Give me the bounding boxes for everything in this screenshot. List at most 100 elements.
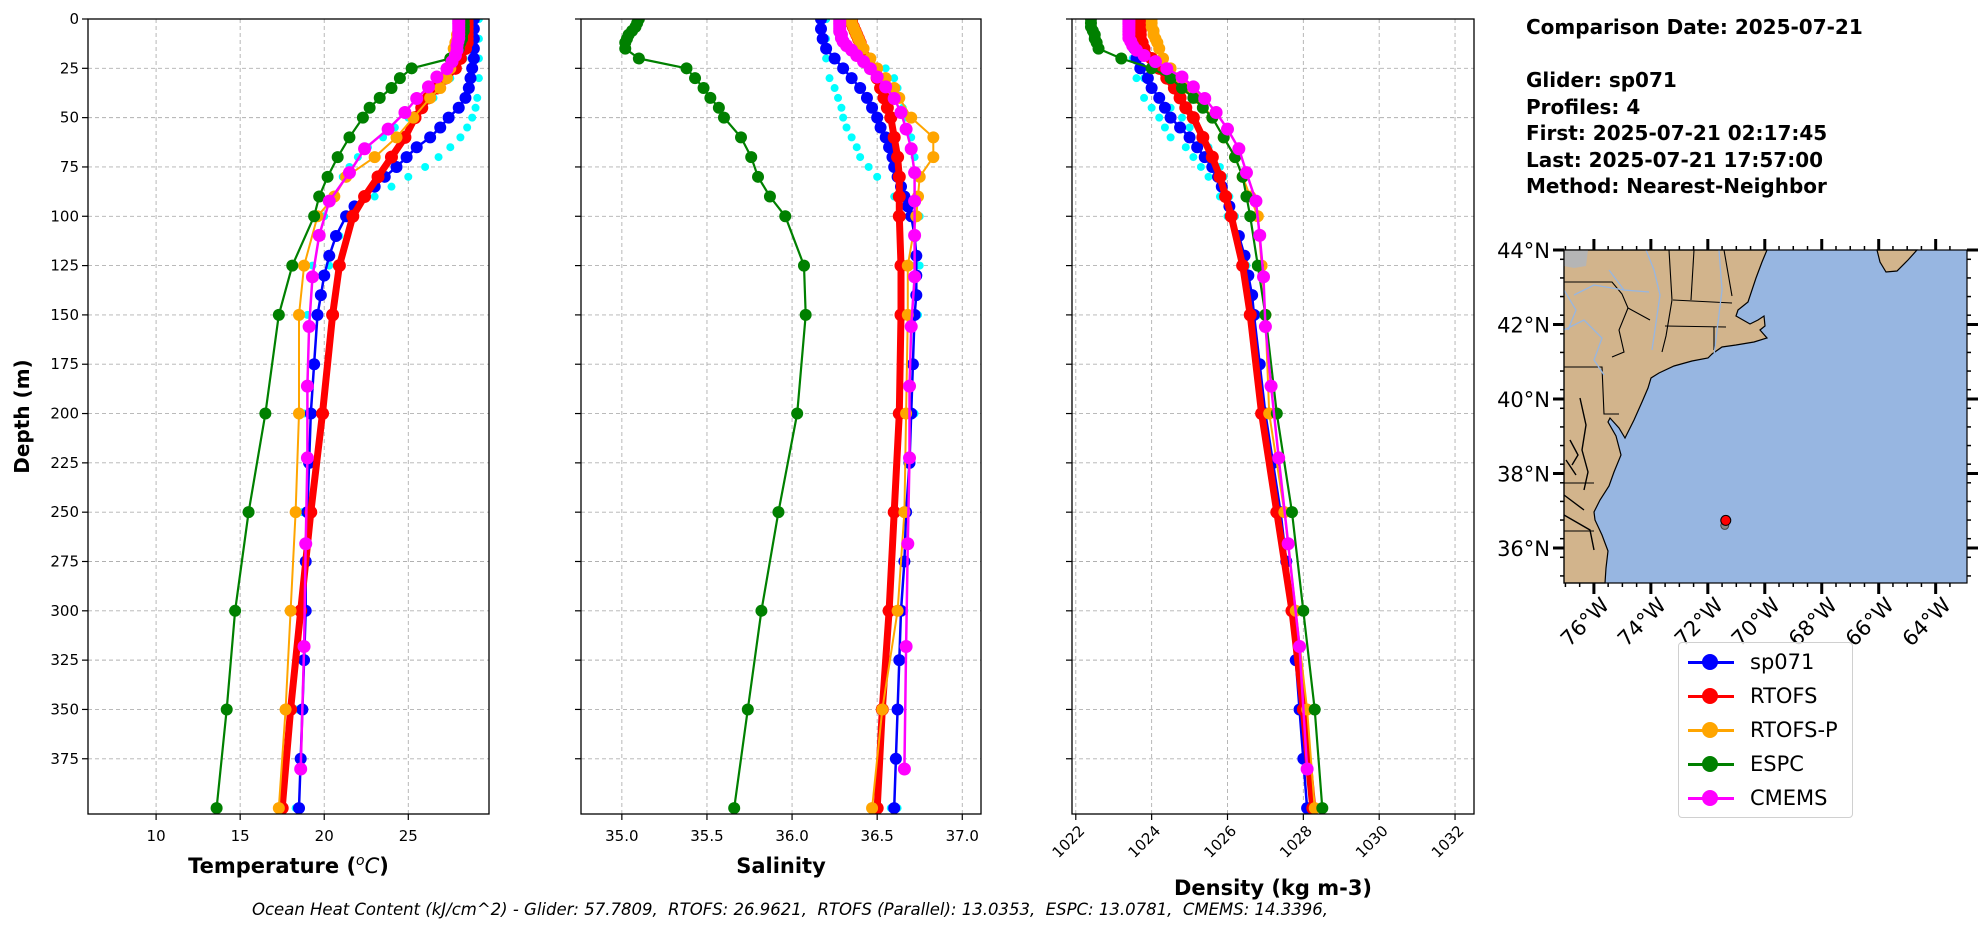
series-point-cmems [1148,55,1162,69]
glider-profile-point [387,182,396,191]
x-axis-label-suffix: ) [379,854,389,878]
series-point-sp071 [323,249,336,262]
glider-profile-point [842,123,851,132]
series-point-espc [242,506,255,519]
series-point-espc [741,703,754,716]
axes-frame [1071,18,1475,815]
series-layer [619,19,940,814]
last-profile-time: Last: 2025-07-21 17:57:00 [1526,147,1824,172]
series-point-cmems [908,228,922,242]
series-point-rtofs [1236,259,1250,273]
series-point-sp071 [452,101,465,114]
x-tick-label: 25 [399,827,418,845]
series-point-rtofs-p [272,802,285,814]
axes-frame [580,18,982,815]
series-point-cmems [887,92,901,105]
series-point-espc [405,62,418,75]
series-point-cmems [1272,451,1286,465]
series-point-cmems [1264,379,1278,393]
series-point-sp071 [828,52,841,65]
lat-label: 40°N [1497,388,1550,412]
series-point-rtofs [884,111,898,125]
series-point-sp071 [1153,91,1166,104]
series-point-espc [343,131,356,144]
series-point-cmems [870,70,884,84]
series-point-cmems [410,92,424,105]
series-point-rtofs [887,505,901,519]
series-point-rtofs-p [298,259,311,272]
series-point-cmems [1293,640,1307,654]
lon-label: 74°W [1613,593,1671,651]
series-point-espc [363,101,376,114]
series-point-sp071 [410,141,423,154]
series-point-espc [1297,604,1310,617]
series-point-espc [210,802,223,814]
glider-profile-point [474,74,483,83]
series-point-espc [1251,259,1264,272]
profile-panels: 10 15 20 2502550751001251501752002252502753… [10,10,1475,900]
series-point-rtofs [892,209,906,223]
legend-label: ESPC [1750,752,1804,776]
series-point-cmems [1239,166,1253,180]
series-point-cmems [901,537,915,551]
series-point-espc [1092,42,1105,55]
glider-profile-point [873,172,882,181]
glider-profile-point [468,113,477,122]
series-point-sp071 [1191,141,1204,154]
series-point-cmems [899,122,913,136]
series-point-sp071 [837,62,850,75]
glider-position-marker [1720,514,1732,526]
series-point-espc [697,82,710,95]
x-tick-label: 1022 [1049,822,1089,862]
first-profile-time: First: 2025-07-21 02:17:45 [1526,121,1828,145]
series-point-espc [1164,72,1177,85]
series-point-rtofs-p [289,506,302,519]
series-point-rtofs-p [866,802,879,814]
series-point-cmems [1186,80,1200,94]
series-point-rtofs [1179,101,1193,115]
legend-item-espc: ESPC [1679,749,1849,779]
map-rivers [1563,249,1723,376]
series-point-sp071 [1145,82,1158,95]
series-point-espc [286,259,299,272]
series-point-rtofs [1205,150,1219,164]
series-point-cmems [903,379,917,393]
series-point-rtofs-p [293,407,306,420]
x-tick-label: 1030 [1352,822,1392,862]
glider-profile-point [837,103,846,112]
series-point-rtofs-p [440,72,453,85]
series-point-rtofs [371,170,385,184]
series-point-espc [779,210,792,223]
x-tick-label: 35.5 [690,827,723,845]
glider-profile-point [421,162,430,171]
series-point-rtofs [384,150,398,164]
profile-count: Profiles: 4 [1526,94,1641,119]
glider-profile-point [881,64,890,73]
glider-profile-point [456,133,465,142]
series-point-rtofs [891,150,905,164]
glider-profile-point [847,133,856,142]
glider-profile-point [856,153,865,162]
series-point-cmems [908,270,922,284]
lon-label: 64°W [1898,593,1956,651]
x-axis-label-text: Salinity [736,854,826,878]
series-point-sp071 [308,358,321,371]
ocean-heat-content-footer: Ocean Heat Content (kJ/cm^2) - Glider: 5… [252,900,1328,919]
series-point-espc [356,111,369,124]
series-point-cmems [879,80,893,94]
y-tick-label: 25 [60,59,79,77]
series-point-espc [385,82,398,95]
x-axis-label-text: Temperature ( [188,854,356,878]
series-point-cmems [897,762,911,776]
series-point-cmems [294,762,308,776]
series-point-sp071 [329,229,342,242]
series-point-cmems [312,228,326,242]
glider-profile-point [830,84,839,93]
x-tick-label: 37.0 [946,827,979,845]
series-point-cmems [1232,142,1246,156]
series-point-rtofs-p [1153,42,1166,55]
series-point-sp071 [1174,121,1187,134]
series-point-cmems [903,451,917,465]
series-point-sp071 [906,358,919,371]
